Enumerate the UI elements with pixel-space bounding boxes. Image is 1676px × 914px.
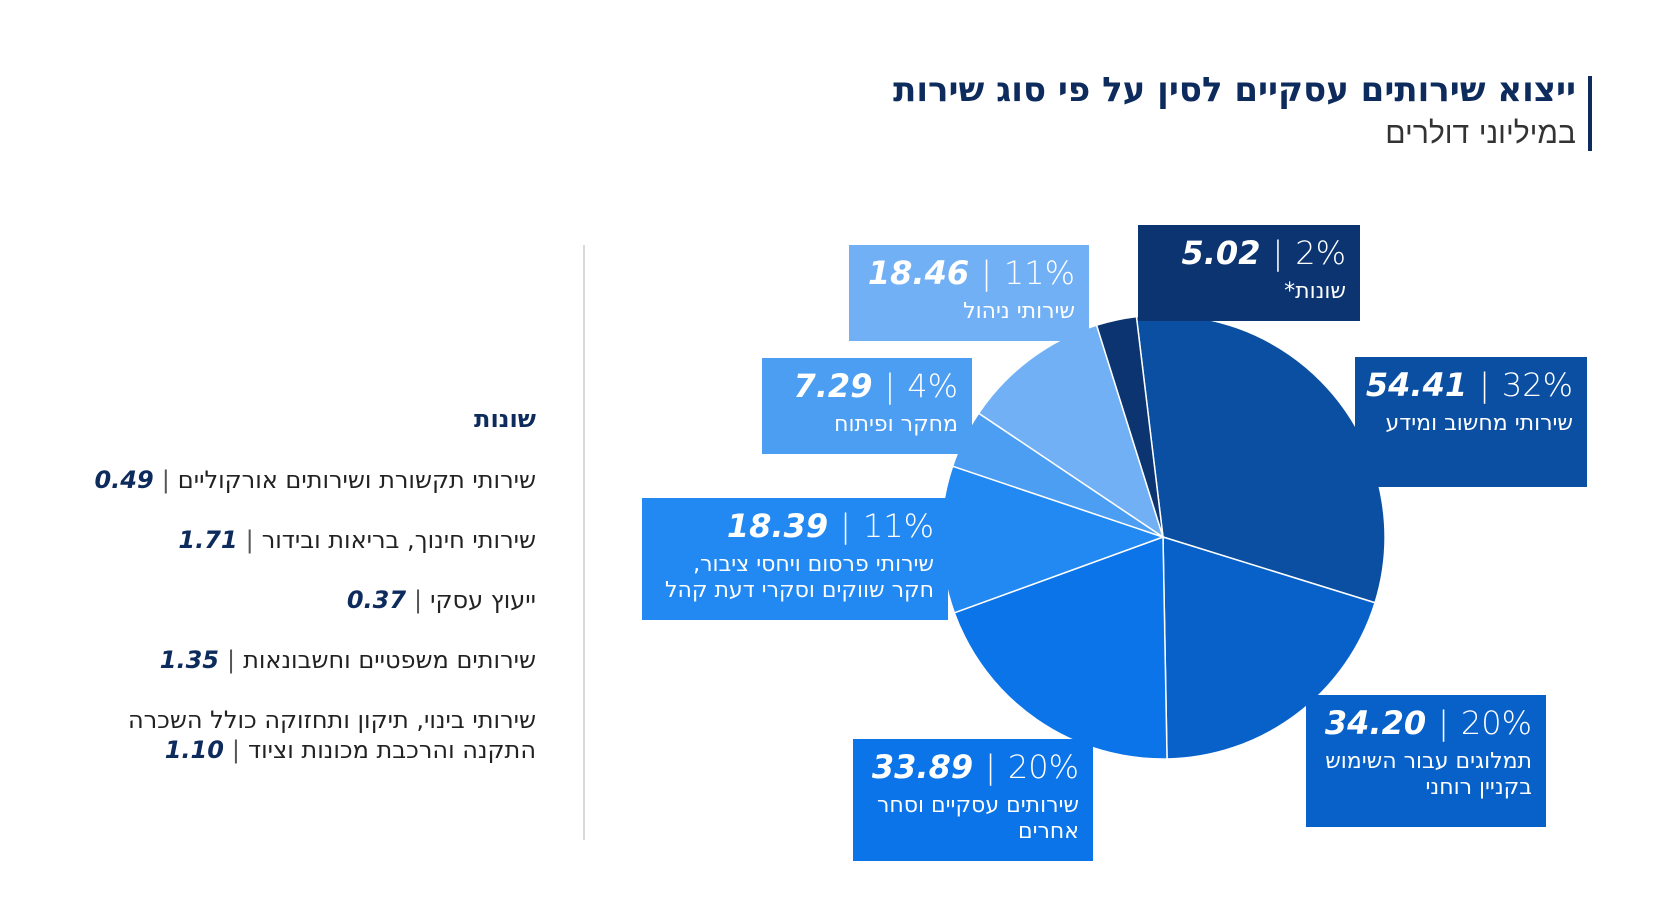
- other-item: שירותי חינוך, בריאות ובידור|1.71: [178, 526, 536, 554]
- other-item: שירותים משפטיים וחשבונאות|1.35: [159, 646, 536, 674]
- other-breakdown: שונות שירותי תקשורת ושירותים אורקוליים|0…: [76, 405, 536, 795]
- slice-name: שירותים עסקיים וסחר אחרים: [876, 793, 1079, 844]
- slice-percent: 20%: [1007, 748, 1079, 786]
- slice-percent: 20%: [1460, 704, 1532, 742]
- slice-label-other-business: 20%|33.89 שירותים עסקיים וסחר אחרים: [853, 739, 1093, 861]
- slice-label-management: 11%|18.46 שירותי ניהול: [849, 245, 1089, 341]
- slice-name: שונות*: [1284, 279, 1346, 304]
- slice-name: שירותי פרסום ויחסי ציבור, חקר שווקים וסק…: [664, 552, 934, 603]
- slice-percent: 11%: [1003, 254, 1075, 292]
- other-item-value: 0.49: [94, 466, 154, 494]
- slice-percent: 32%: [1501, 366, 1573, 404]
- other-item-value: 1.71: [178, 526, 238, 554]
- pie-slice: [1095, 315, 1164, 538]
- pie-slice: [953, 535, 1168, 760]
- other-item-value: 1.35: [159, 646, 219, 674]
- slice-label-royalties: 20%|34.20 תמלוגים עבור השימוש בקניין רוח…: [1306, 695, 1546, 827]
- slice-value: 5.02: [1181, 234, 1261, 272]
- slice-percent: 2%: [1295, 234, 1346, 272]
- slice-label-misc: 2%|5.02 שונות*: [1138, 225, 1360, 321]
- other-item-label: שירותי תקשורת ושירותים אורקוליים: [177, 466, 536, 494]
- slice-label-computing: 32%|54.41 שירותי מחשוב ומידע: [1355, 357, 1587, 487]
- slice-value: 18.46: [867, 254, 970, 292]
- other-item-label: שירותים משפטיים וחשבונאות: [243, 646, 536, 674]
- pie-slice: [1162, 535, 1376, 760]
- other-item-label: ייעוץ עסקי: [430, 586, 536, 614]
- other-item-label: שירותי בינוי, תיקון ותחזוקה כולל השכרה ה…: [127, 706, 536, 764]
- other-item: שירותי תקשורת ושירותים אורקוליים|0.49: [94, 466, 536, 494]
- slice-value: 54.41: [1365, 366, 1468, 404]
- slice-name: מחקר ופיתוח: [834, 412, 958, 437]
- slice-value: 18.39: [726, 507, 829, 545]
- chart-title: ייצוא שירותים עסקיים לסין על פי סוג שירו…: [893, 70, 1576, 110]
- title-block: ייצוא שירותים עסקיים לסין על פי סוג שירו…: [893, 68, 1592, 156]
- slice-name: תמלוגים עבור השימוש בקניין רוחני: [1325, 749, 1532, 800]
- slice-percent: 4%: [907, 367, 958, 405]
- other-item-label: שירותי חינוך, בריאות ובידור: [261, 526, 536, 554]
- other-item-value: 0.37: [346, 586, 407, 614]
- other-item: שירותי בינוי, תיקון ותחזוקה כולל השכרה ה…: [127, 706, 536, 764]
- slice-value: 34.20: [1324, 704, 1427, 742]
- slice-name: שירותי מחשוב ומידע: [1385, 411, 1573, 436]
- slice-percent: 11%: [862, 507, 934, 545]
- section-divider: [583, 245, 585, 840]
- other-item: ייעוץ עסקי|0.37: [346, 586, 536, 614]
- chart-subtitle: במיליוני דולרים: [1385, 116, 1576, 151]
- title-accent-bar: [1588, 76, 1592, 151]
- slice-value: 33.89: [871, 748, 974, 786]
- slice-label-rnd: 4%|7.29 מחקר ופיתוח: [762, 358, 972, 454]
- slice-value: 7.29: [793, 367, 873, 405]
- other-title: שונות: [474, 405, 536, 433]
- slice-name: שירותי ניהול: [963, 299, 1075, 324]
- slice-label-advertising: 11%|18.39 שירותי פרסום ויחסי ציבור, חקר …: [642, 498, 948, 620]
- other-item-value: 1.10: [164, 736, 224, 764]
